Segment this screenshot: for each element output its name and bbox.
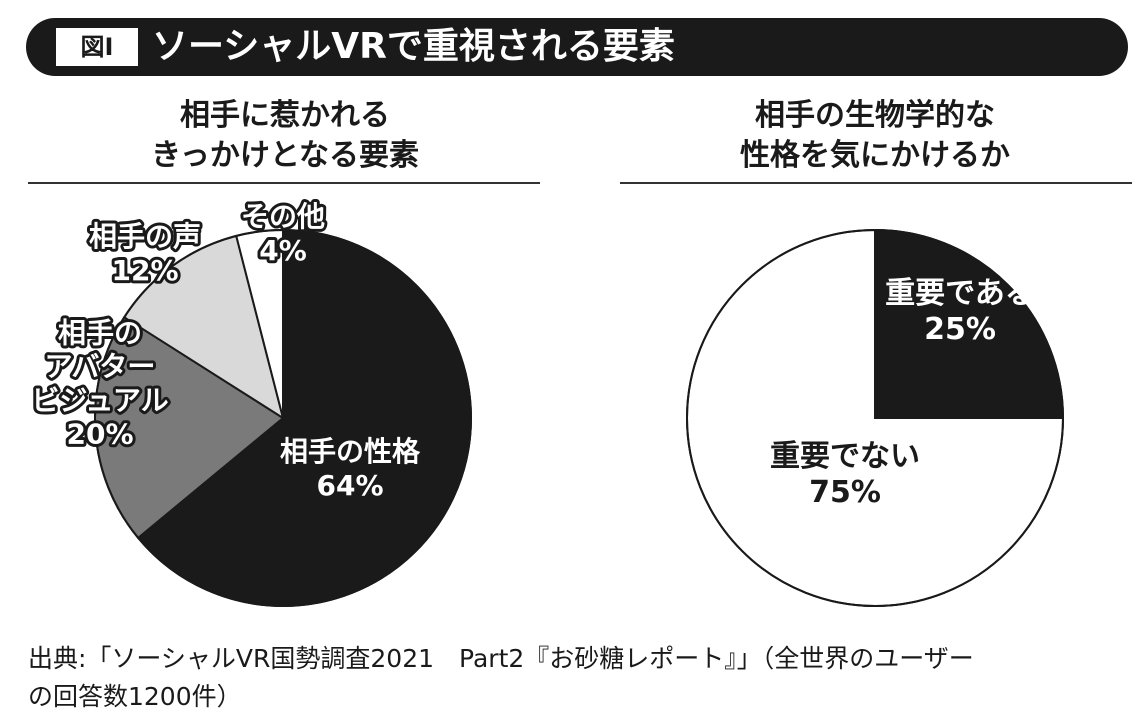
pie1-category-label-1-0: 重要でない [770, 439, 920, 474]
pie0-label-2: 相手の声 12% [89, 220, 201, 287]
left-chart-title-line-1: 相手に惹かれる [180, 98, 390, 133]
pie1-value-label-0: 25% [924, 312, 996, 347]
figure-title: ソーシャルVRで重視される要素 [152, 26, 675, 67]
pie0-category-label-1-0: 相手の [58, 317, 142, 350]
left-chart-title-line-2: きっかけとなる要素 [151, 138, 419, 173]
pie1-value-label-1: 75% [809, 475, 881, 510]
left-chart-title: 相手に惹かれる きっかけとなる要素 [30, 96, 540, 176]
pie1-category-label-0-0: 重要である [885, 276, 1035, 311]
pie0-category-label-2-0: 相手の声 [89, 220, 201, 253]
source-line-2: の回答数1200件） [28, 682, 242, 711]
figure-label: 図I [56, 28, 138, 66]
title-banner [26, 18, 1128, 76]
pie0-category-label-0-0: 相手の性格 [280, 435, 421, 468]
left-pie-chart: 相手の性格 64% 相手のアバタービジュアル 20% 相手の声 12% その他 4% [28, 197, 472, 607]
pie1-label-1: 重要でない 75% [770, 439, 920, 510]
right-title-rule [620, 182, 1132, 184]
pie0-value-label-2: 12% [111, 254, 178, 287]
pie1-outline [686, 229, 1064, 607]
source-note: 出典:「ソーシャルVR国勢調査2021 Part2『お砂糖レポート』」（全世界の… [28, 640, 1128, 716]
pie0-value-label-1: 20% [66, 417, 133, 450]
pie0-category-label-1-2: ビジュアル [31, 384, 168, 417]
left-title-rule [28, 182, 540, 184]
pie0-value-label-3: 4% [259, 234, 307, 267]
source-line-1: 出典:「ソーシャルVR国勢調査2021 Part2『お砂糖レポート』」（全世界の… [28, 644, 974, 673]
pie0-value-label-0: 64% [316, 469, 383, 502]
pie0-outline [94, 229, 472, 607]
right-pie-chart: 重要である 25% 重要でない 75% [686, 228, 1065, 607]
pie0-label-0: 相手の性格 64% [280, 435, 421, 502]
pie0-label-1: 相手のアバタービジュアル 20% [31, 317, 168, 451]
right-chart-title-line-1: 相手の生物学的な [755, 98, 995, 133]
pie0-label-3: その他 4% [241, 200, 325, 267]
pie0-category-label-3-0: その他 [241, 200, 325, 233]
pie0-category-label-1-1: アバター [45, 350, 156, 383]
right-chart-title-line-2: 性格を気にかけるか [740, 138, 1010, 173]
right-chart-title: 相手の生物学的な 性格を気にかけるか [620, 96, 1130, 176]
pie1-label-0: 重要である 25% [885, 276, 1035, 347]
